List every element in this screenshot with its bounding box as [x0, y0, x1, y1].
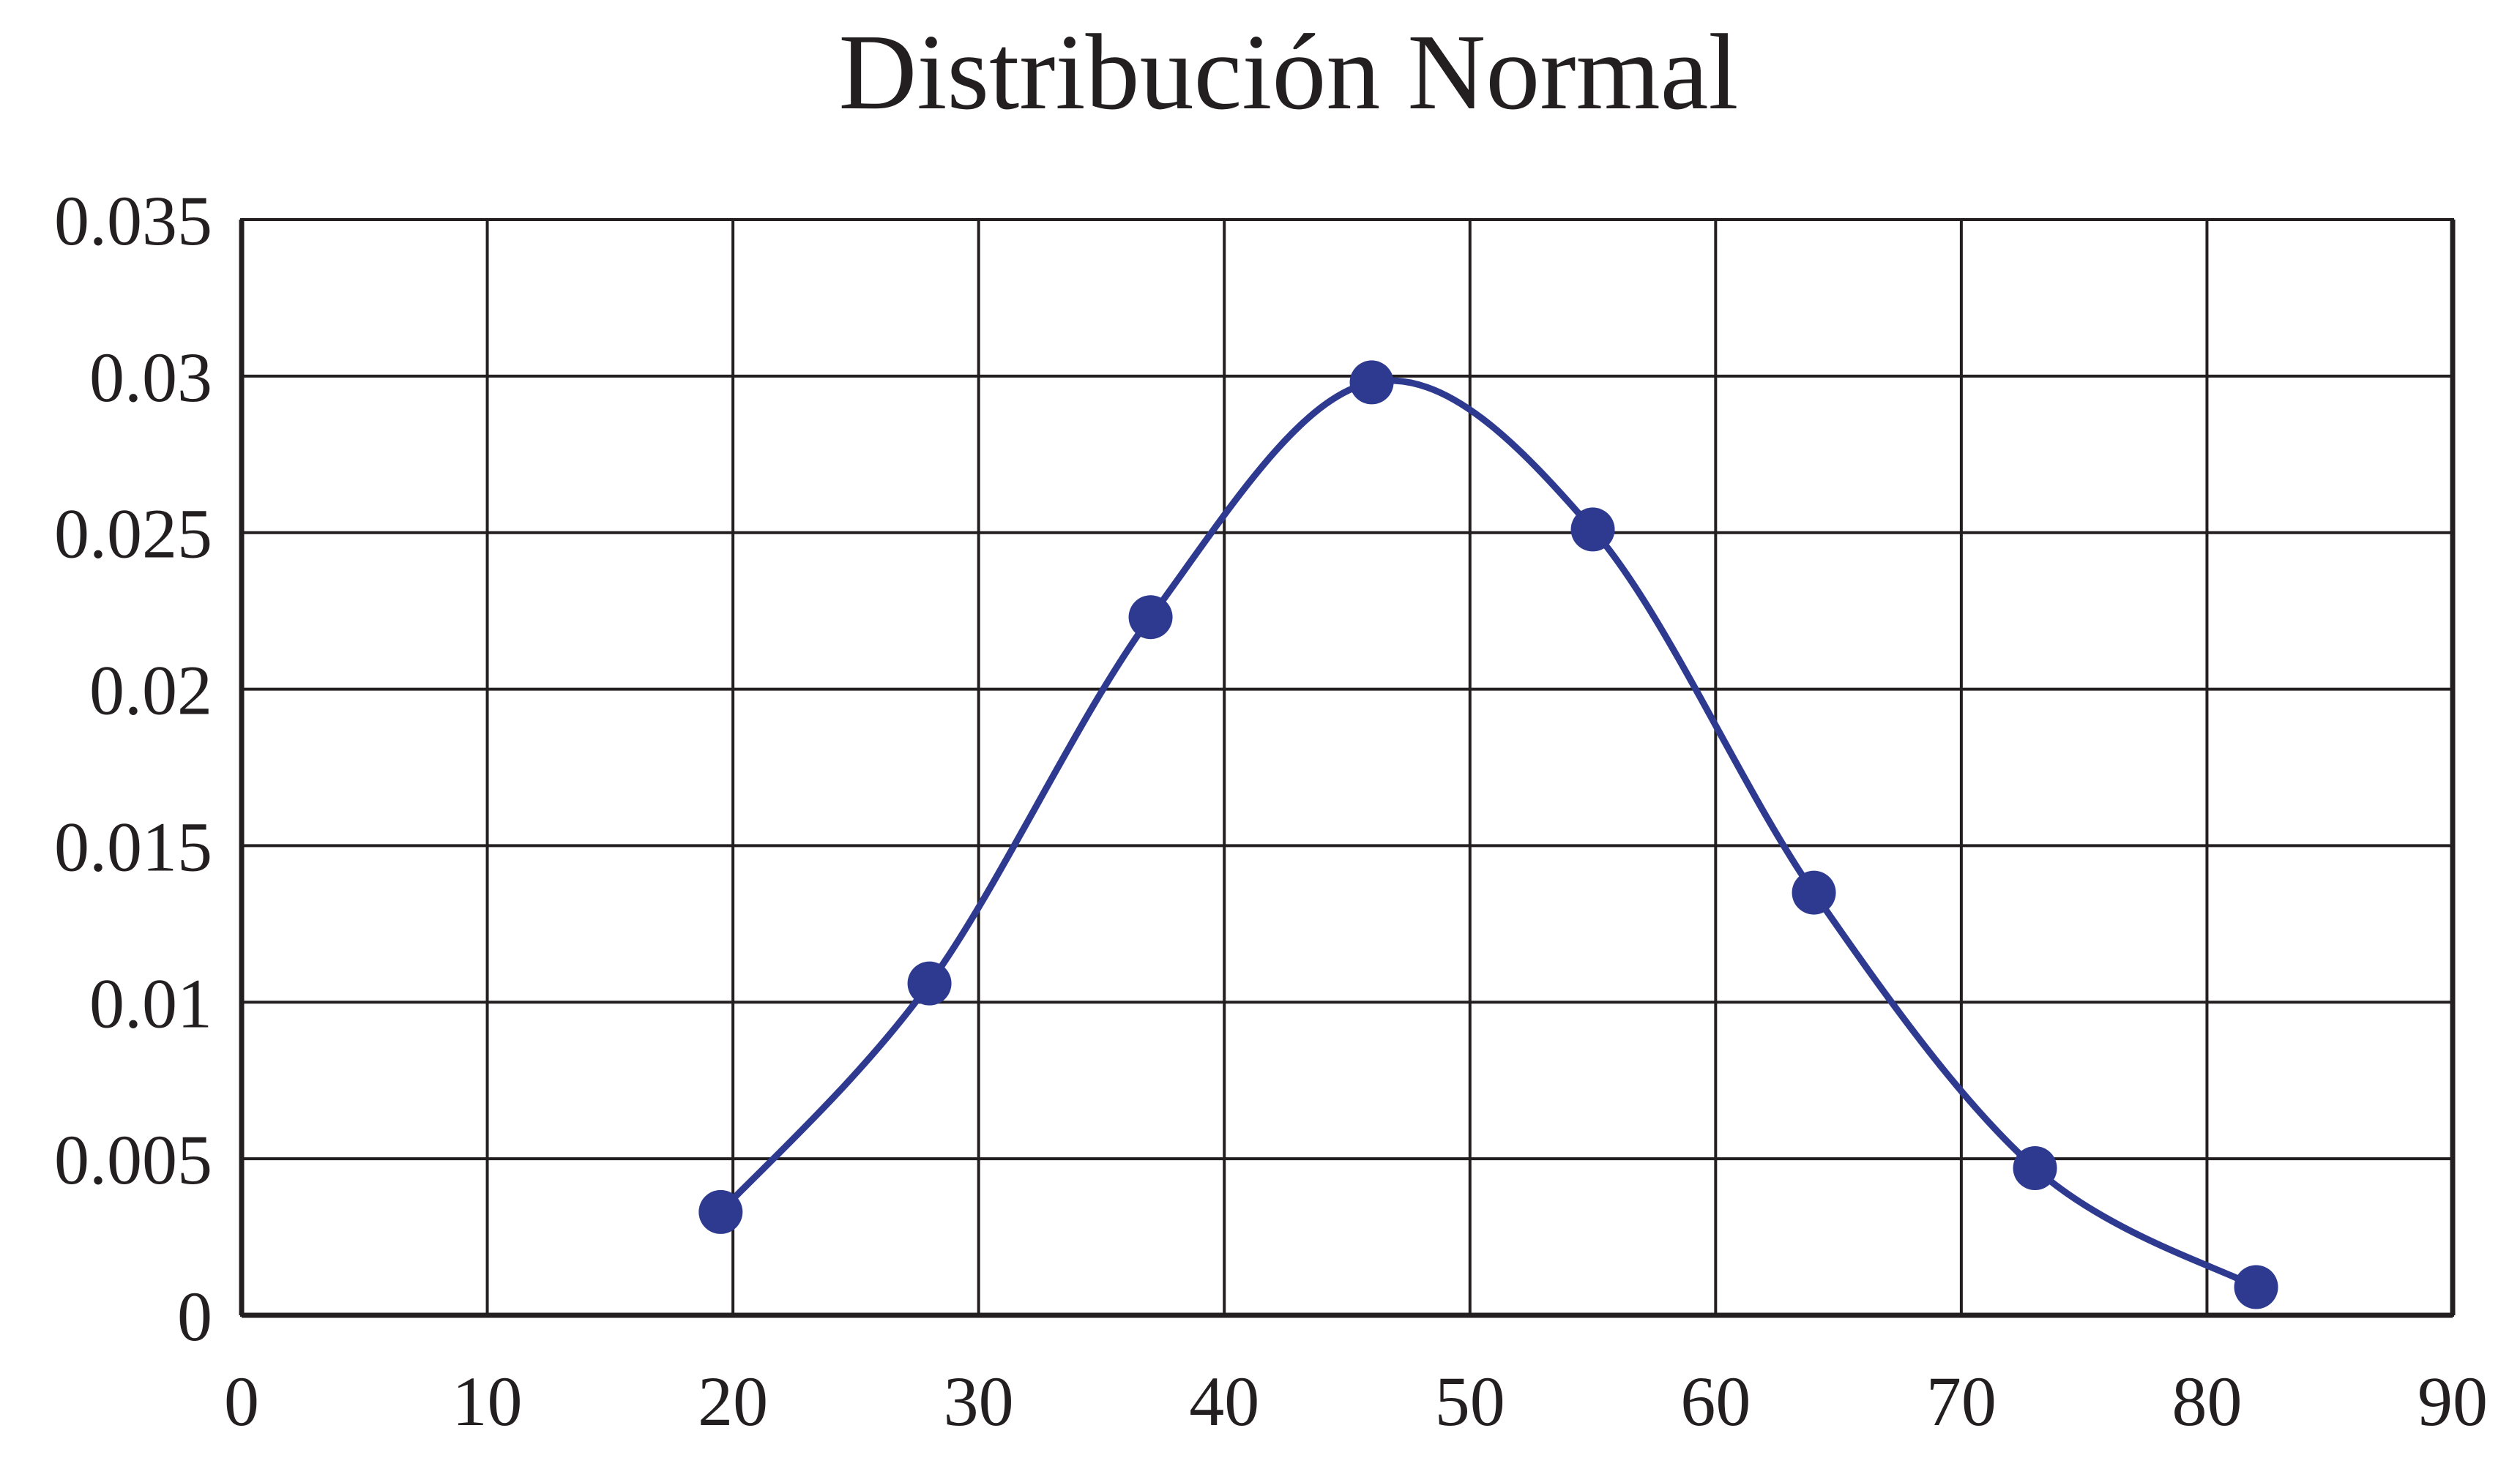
x-tick-label: 40 — [1189, 1362, 1259, 1440]
data-point — [1570, 507, 1615, 552]
x-tick-label: 30 — [944, 1362, 1014, 1440]
x-tick-label: 90 — [2418, 1362, 2488, 1440]
series-line — [717, 377, 2260, 1291]
x-tick-label: 0 — [224, 1362, 259, 1440]
y-tick-label: 0.035 — [54, 182, 212, 260]
x-tick-label: 20 — [698, 1362, 768, 1440]
data-point — [2234, 1265, 2278, 1309]
y-axis-tick-labels: 0 0.005 0.01 0.015 0.02 0.025 0.03 0.035 — [54, 182, 212, 1356]
y-tick-label: 0.025 — [54, 495, 212, 573]
y-tick-label: 0.005 — [54, 1121, 212, 1199]
axes — [239, 220, 2456, 1318]
grid — [240, 218, 2454, 1317]
x-tick-label: 60 — [1680, 1362, 1751, 1440]
data-point — [2013, 1145, 2057, 1190]
chart-title: Distribución Normal — [838, 12, 1738, 132]
y-tick-label: 0.01 — [89, 964, 212, 1042]
x-tick-label: 80 — [2172, 1362, 2242, 1440]
y-tick-label: 0 — [177, 1277, 212, 1356]
data-point — [698, 1189, 743, 1234]
plot-frame — [240, 218, 2454, 1317]
data-point — [1792, 870, 1836, 915]
y-tick-label: 0.02 — [89, 651, 212, 730]
y-tick-label: 0.03 — [89, 338, 212, 416]
data-point — [1128, 595, 1173, 640]
x-tick-label: 50 — [1435, 1362, 1505, 1440]
series — [698, 360, 2278, 1309]
x-tick-label: 70 — [1926, 1362, 1997, 1440]
data-point — [907, 961, 952, 1006]
data-point — [1349, 360, 1394, 405]
y-tick-label: 0.015 — [54, 807, 212, 886]
x-axis-tick-labels: 0 10 20 30 40 50 60 70 80 90 — [224, 1362, 2488, 1440]
x-tick-label: 10 — [452, 1362, 523, 1440]
